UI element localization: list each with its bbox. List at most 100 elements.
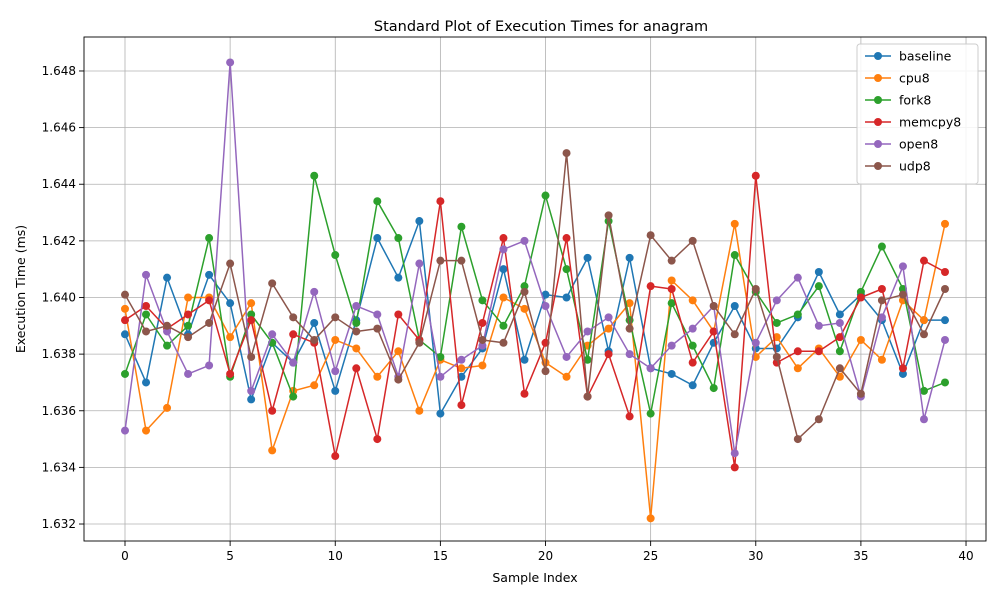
data-point-baseline (562, 293, 571, 302)
data-point-cpu8 (415, 406, 424, 415)
series-memcpy8 (121, 171, 949, 472)
series-line-baseline (124, 220, 945, 415)
legend-label: open8 (899, 137, 938, 152)
x-tick-label: 10 (328, 549, 343, 563)
data-point-memcpy8 (457, 401, 466, 410)
y-tick-label: 1.648 (42, 64, 76, 78)
x-axis-label: Sample Index (492, 570, 577, 585)
data-point-fork8 (941, 378, 949, 387)
data-point-udp8 (646, 231, 655, 240)
data-point-fork8 (520, 282, 529, 291)
data-point-memcpy8 (941, 268, 949, 277)
data-point-cpu8 (667, 276, 676, 285)
data-point-udp8 (835, 364, 844, 373)
data-point-fork8 (478, 296, 487, 305)
data-point-baseline (583, 253, 592, 262)
x-tick-label: 0 (121, 549, 129, 563)
data-point-cpu8 (163, 403, 172, 412)
data-point-baseline (205, 270, 214, 279)
data-point-udp8 (331, 313, 340, 322)
data-point-udp8 (941, 285, 949, 293)
data-point-udp8 (898, 290, 907, 299)
legend-swatch-marker (874, 96, 882, 104)
x-tick-label: 15 (433, 549, 448, 563)
data-point-fork8 (898, 285, 907, 293)
legend-label: memcpy8 (899, 115, 961, 130)
legend-item-udp8: udp8 (865, 159, 931, 174)
data-point-udp8 (268, 279, 277, 288)
data-point-baseline (415, 217, 424, 226)
data-point-cpu8 (499, 293, 508, 302)
data-point-cpu8 (247, 299, 256, 308)
data-point-fork8 (205, 234, 214, 243)
data-point-memcpy8 (247, 316, 256, 325)
data-point-open8 (646, 364, 655, 373)
data-point-fork8 (457, 222, 466, 231)
data-point-baseline (835, 310, 844, 319)
data-point-open8 (583, 327, 592, 336)
data-point-fork8 (835, 347, 844, 356)
data-point-cpu8 (793, 364, 802, 373)
data-point-baseline (814, 268, 823, 277)
data-point-open8 (436, 372, 445, 381)
data-point-fork8 (373, 197, 382, 206)
data-point-udp8 (583, 392, 592, 401)
data-point-udp8 (793, 435, 802, 444)
data-point-memcpy8 (394, 310, 403, 319)
data-point-baseline (667, 369, 676, 378)
data-point-udp8 (394, 375, 403, 384)
data-point-baseline (730, 301, 739, 310)
data-point-fork8 (541, 191, 550, 200)
data-point-baseline (541, 290, 550, 299)
data-point-udp8 (436, 256, 445, 265)
data-point-open8 (331, 367, 340, 376)
data-point-memcpy8 (730, 463, 739, 472)
legend-item-baseline: baseline (865, 49, 952, 64)
data-point-fork8 (772, 318, 781, 327)
data-point-udp8 (247, 352, 256, 361)
data-point-memcpy8 (688, 358, 697, 367)
data-point-cpu8 (268, 446, 277, 455)
data-point-open8 (247, 386, 256, 395)
data-point-udp8 (877, 296, 886, 305)
data-point-cpu8 (562, 372, 571, 381)
data-point-memcpy8 (562, 234, 571, 243)
data-point-memcpy8 (373, 435, 382, 444)
data-point-open8 (163, 327, 172, 336)
data-point-memcpy8 (205, 296, 214, 305)
y-tick-label: 1.634 (42, 460, 76, 474)
data-point-cpu8 (520, 304, 529, 313)
data-point-cpu8 (604, 324, 613, 333)
data-point-udp8 (205, 318, 214, 327)
data-point-udp8 (163, 321, 172, 330)
data-point-fork8 (394, 234, 403, 243)
data-point-cpu8 (310, 381, 319, 390)
data-point-memcpy8 (352, 364, 361, 373)
y-tick-label: 1.638 (42, 347, 76, 361)
data-point-memcpy8 (436, 197, 445, 206)
data-point-memcpy8 (289, 330, 298, 339)
data-point-fork8 (289, 392, 298, 401)
data-point-fork8 (121, 369, 129, 378)
data-point-fork8 (688, 341, 697, 350)
data-point-memcpy8 (604, 350, 613, 359)
data-point-open8 (919, 415, 928, 424)
data-point-cpu8 (730, 219, 739, 228)
data-point-cpu8 (877, 355, 886, 364)
data-point-fork8 (709, 384, 718, 393)
legend-item-open8: open8 (865, 137, 938, 152)
data-point-cpu8 (352, 344, 361, 353)
data-point-udp8 (352, 327, 361, 336)
data-point-fork8 (730, 251, 739, 260)
data-point-memcpy8 (331, 452, 340, 461)
data-point-memcpy8 (142, 301, 151, 310)
legend-swatch-marker (874, 162, 882, 170)
data-point-baseline (394, 273, 403, 282)
data-point-fork8 (646, 409, 655, 418)
data-point-udp8 (457, 256, 466, 265)
data-point-baseline (688, 381, 697, 390)
data-point-open8 (793, 273, 802, 282)
data-point-udp8 (562, 149, 571, 158)
data-point-fork8 (583, 355, 592, 364)
data-point-memcpy8 (646, 282, 655, 291)
